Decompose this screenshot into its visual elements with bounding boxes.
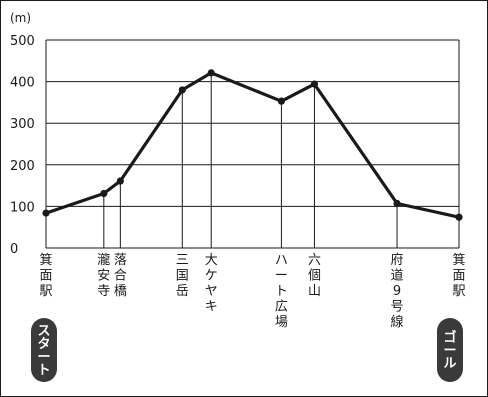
elevation-point [100, 189, 108, 198]
elevation-point [393, 199, 401, 208]
drop-lines [103, 72, 398, 248]
elevation-point [178, 86, 186, 94]
y-tick-label: 400 [10, 76, 35, 91]
location-label: 三国岳 [176, 253, 189, 299]
elevation-point [207, 69, 215, 77]
location-label: 府道 9 号線 [391, 253, 404, 330]
y-tick-label: 500 [10, 34, 35, 49]
location-label: 落合橋 [114, 253, 127, 299]
elevation-point [42, 209, 50, 217]
elevation-point [277, 97, 286, 105]
y-tick-label: 200 [10, 159, 35, 174]
elevation-point [116, 177, 124, 185]
goal-badge-text: ゴール [443, 330, 456, 372]
location-label: 大ケヤキ [205, 253, 218, 315]
y-unit-label: (m) [10, 11, 31, 25]
y-tick-label: 0 [10, 242, 18, 257]
y-tick-label: 100 [10, 200, 35, 215]
elevation-points [42, 69, 463, 221]
y-tick-label: 300 [10, 117, 35, 132]
elevation-point [310, 80, 319, 88]
y-ticks: 0 100 200 300 400 500 [10, 34, 35, 257]
start-badge-text: スタート [37, 324, 50, 378]
location-label: 瀧安寺 [97, 253, 110, 299]
location-label: 六個山 [308, 253, 321, 299]
location-label: ハート広場 [275, 253, 288, 330]
elevation-line [44, 71, 461, 219]
start-badge: スタート [31, 318, 57, 382]
goal-badge: ゴール [437, 318, 463, 382]
elevation-point [455, 213, 463, 221]
location-label: 箕面駅 [452, 252, 465, 299]
location-label: 箕面駅 [39, 252, 52, 299]
